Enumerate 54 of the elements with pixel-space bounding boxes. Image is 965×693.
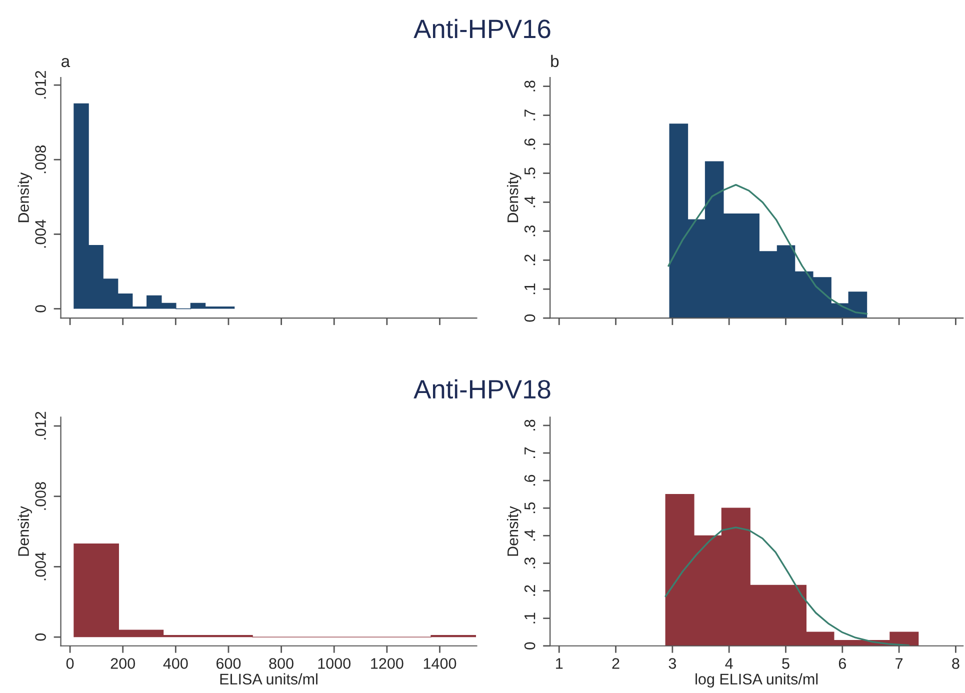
y-tick-label: .5: [524, 167, 536, 178]
y-tick-label: .1: [524, 283, 536, 294]
x-tick-label: 1: [556, 658, 563, 669]
x-tick-label: 400: [163, 658, 188, 669]
y-tick-label: .2: [524, 254, 536, 266]
x-axis-title: ELISA units/ml: [220, 673, 318, 685]
y-tick-label: .3: [524, 558, 536, 568]
x-tick-label: 800: [269, 658, 294, 669]
line-series: [664, 526, 910, 646]
y-tick-label: 0: [35, 305, 46, 312]
y-tick-label: .7: [524, 447, 536, 458]
y-tick-label: 0: [524, 642, 536, 650]
x-tick-label: 1000: [318, 658, 351, 669]
x-tick-label: 7: [896, 658, 903, 669]
text: b: [551, 54, 559, 68]
y-tick-label: .4: [524, 530, 536, 541]
x-tick-label: 3: [668, 658, 676, 669]
y-tick-label: .5: [524, 502, 536, 514]
y-tick-label: .004: [35, 552, 46, 580]
y-tick-label: .4: [524, 196, 536, 208]
y-tick-label: .7: [524, 110, 536, 120]
y-axis-title: Density: [18, 172, 32, 222]
y-tick-label: 0: [35, 633, 46, 641]
x-tick-label: 0: [66, 658, 74, 669]
x-tick-label: 2: [612, 658, 620, 669]
x-tick-label: 1400: [424, 658, 456, 669]
x-tick-label: 200: [110, 658, 135, 669]
x-tick-label: 1200: [371, 658, 404, 669]
y-tick-label: .3: [524, 225, 536, 236]
y-axis-title: Density: [506, 172, 522, 222]
y-tick-label: .008: [35, 145, 46, 174]
x-axis-title: log ELISA units/ml: [696, 673, 818, 688]
y-tick-label: .6: [524, 474, 536, 486]
y-tick-label: .004: [35, 220, 46, 248]
x-tick-label: 4: [725, 658, 733, 669]
y-tick-label: .8: [524, 420, 536, 430]
y-tick-label: .008: [35, 482, 46, 510]
y-tick-label: .012: [35, 412, 46, 440]
x-tick-label: 8: [952, 658, 960, 669]
x-tick-label: 6: [838, 658, 846, 669]
y-tick-label: .2: [524, 585, 536, 596]
y-axis-title: Density: [506, 506, 522, 556]
line-series: [668, 184, 868, 315]
x-tick-label: 5: [782, 658, 790, 669]
y-tick-label: .1: [524, 612, 536, 624]
y-tick-label: .012: [35, 70, 46, 99]
y-tick-label: .8: [524, 80, 536, 92]
chart-title: Anti-HPV18: [414, 379, 550, 399]
y-tick-label: 0: [524, 314, 536, 322]
y-axis-title: Density: [18, 506, 32, 556]
x-tick-label: 600: [216, 658, 241, 669]
y-tick-label: .6: [524, 138, 536, 150]
text: a: [62, 58, 70, 68]
chart-title: Anti-HPV16: [414, 18, 550, 38]
